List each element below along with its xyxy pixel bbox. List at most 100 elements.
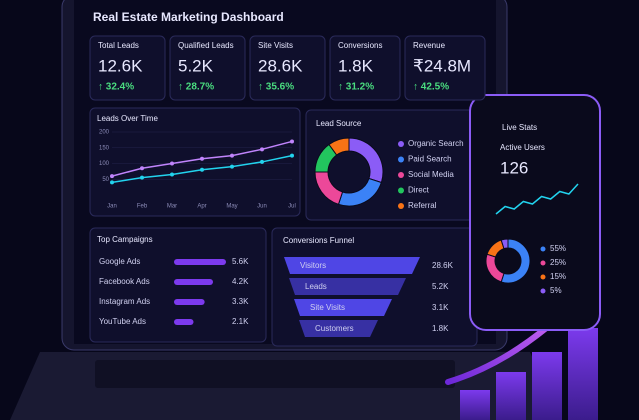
funnel-stage xyxy=(289,278,406,295)
campaign-label: YouTube Ads xyxy=(99,317,146,326)
point xyxy=(110,174,114,179)
point xyxy=(140,166,144,171)
legend-dot xyxy=(398,203,404,209)
point xyxy=(260,159,264,164)
funnel-stage xyxy=(284,257,420,274)
deco-bar xyxy=(460,390,490,420)
phone-metric-value: 126 xyxy=(500,158,528,177)
x-tick-label: Jun xyxy=(257,204,267,210)
bar-label: 3.3K xyxy=(232,297,249,306)
panel xyxy=(89,107,301,217)
kpi-label: Revenue xyxy=(413,41,446,50)
x-tick-label: Apr xyxy=(197,204,206,210)
legend-dot xyxy=(540,274,546,280)
bar xyxy=(174,279,213,285)
point xyxy=(140,175,144,180)
title: Real Estate Marketing Dashboard xyxy=(93,10,284,24)
legend-label: Direct xyxy=(408,186,430,195)
funnel-value: 3.1K xyxy=(432,303,449,312)
bar-label: 4.2K xyxy=(232,277,249,286)
phone-title: Live Stats xyxy=(502,123,537,132)
y-tick-label: 200 xyxy=(99,130,110,136)
point xyxy=(200,156,204,161)
campaign-label: Facebook Ads xyxy=(99,277,150,286)
y-tick-label: 100 xyxy=(99,161,110,167)
kpi-value: 1.8K xyxy=(338,56,374,75)
legend-label: Referral xyxy=(408,201,437,210)
kpi-change: ↑ 35.6% xyxy=(258,82,294,93)
deco-bar xyxy=(496,372,526,420)
legend-dot xyxy=(540,246,546,252)
bar-label: 5.6K xyxy=(232,257,249,266)
kpi-card xyxy=(169,35,246,101)
funnel-label: Site Visits xyxy=(310,303,345,312)
kpi-value: 28.6K xyxy=(258,56,303,75)
funnel-value: 5.2K xyxy=(432,282,449,291)
donut-slice xyxy=(500,238,509,250)
panel-title: Conversions Funnel xyxy=(283,236,354,245)
kpi-label: Total Leads xyxy=(98,41,139,50)
bar xyxy=(174,299,205,305)
point xyxy=(110,180,114,185)
deco-bar xyxy=(532,352,562,420)
keyboard xyxy=(95,360,455,388)
kpi-label: Site Visits xyxy=(258,41,293,50)
bar xyxy=(174,319,194,325)
bar-label: 2.1K xyxy=(232,317,249,326)
legend-label: Paid Search xyxy=(408,155,452,164)
funnel-value: 1.8K xyxy=(432,324,449,333)
kpi-change: ↑ 28.7% xyxy=(178,82,214,93)
x-tick-label: Jul xyxy=(288,204,296,210)
funnel-stage xyxy=(299,320,378,337)
panel-title: Top Campaigns xyxy=(97,235,153,244)
kpi-change: ↑ 32.4% xyxy=(98,82,134,93)
point xyxy=(260,147,264,152)
point xyxy=(200,167,204,172)
legend-dot xyxy=(540,260,546,266)
legend-dot xyxy=(398,187,404,194)
legend-label: Social Media xyxy=(408,170,454,179)
kpi-card xyxy=(89,35,166,101)
donut-slice xyxy=(500,238,531,284)
point xyxy=(230,164,234,169)
funnel-label: Leads xyxy=(305,282,327,291)
kpi-card xyxy=(249,35,326,101)
panel-title: Leads Over Time xyxy=(97,114,158,123)
legend-dot xyxy=(398,156,404,163)
legend-label: 25% xyxy=(550,258,566,267)
legend-label: 55% xyxy=(550,244,566,253)
point xyxy=(290,153,294,158)
funnel-label: Customers xyxy=(315,324,354,333)
kpi-value: 12.6K xyxy=(98,56,143,75)
legend-label: 15% xyxy=(550,272,566,281)
x-tick-label: Feb xyxy=(137,204,148,210)
kpi-change: ↑ 42.5% xyxy=(413,82,449,93)
legend-label: Organic Search xyxy=(408,139,464,148)
x-tick-label: May xyxy=(226,204,237,210)
kpi-card xyxy=(404,35,486,101)
funnel-value: 28.6K xyxy=(432,261,454,270)
bar xyxy=(174,259,226,265)
point xyxy=(230,153,234,158)
kpi-label: Qualified Leads xyxy=(178,41,234,50)
donut-slice xyxy=(328,137,350,156)
x-tick-label: Mar xyxy=(167,204,177,210)
kpi-card xyxy=(329,35,401,101)
y-tick-label: 150 xyxy=(99,145,110,151)
legend-dot xyxy=(398,172,404,178)
phone xyxy=(469,94,601,331)
campaign-label: Google Ads xyxy=(99,257,140,266)
kpi-label: Conversions xyxy=(338,41,382,50)
kpi-value: 5.2K xyxy=(178,56,214,75)
point xyxy=(170,172,174,177)
campaign-label: Instagram Ads xyxy=(99,297,150,306)
panel-title: Lead Source xyxy=(316,119,362,128)
point xyxy=(170,161,174,166)
legend-dot xyxy=(540,288,546,294)
y-tick-label: 50 xyxy=(102,177,109,183)
deco-bar xyxy=(568,328,598,420)
x-tick-label: Jan xyxy=(107,204,117,210)
legend-label: 5% xyxy=(550,286,562,295)
funnel-stage xyxy=(294,299,392,316)
